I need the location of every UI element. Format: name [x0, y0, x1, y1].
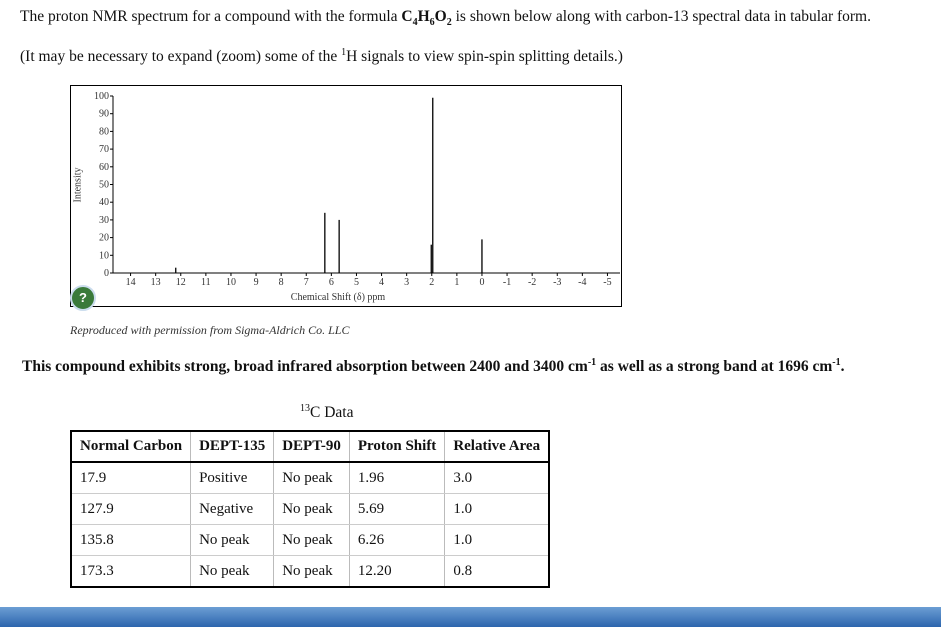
text: 6	[429, 17, 435, 29]
header-cell: DEPT-90	[273, 431, 350, 463]
table-cell: 1.0	[444, 493, 550, 525]
table-cell: 0.8	[444, 555, 550, 588]
table-cell: 1.0	[444, 524, 550, 556]
table-cell: No peak	[273, 524, 350, 556]
table-cell: 17.9	[71, 462, 192, 494]
text: 2	[446, 17, 452, 29]
table-cell: 12.20	[349, 555, 446, 588]
y-tick-label: 80	[99, 126, 109, 137]
table-cell: Negative	[190, 493, 275, 525]
text: -1	[587, 357, 597, 368]
text: H	[417, 8, 430, 25]
c13-table: Normal Carbon DEPT-135 DEPT-90 Proton Shift…	[70, 430, 551, 588]
x-tick-label: 8	[279, 277, 284, 288]
intro: The proton NMR spectrum for a compound w…	[20, 8, 871, 28]
y-tick-label: 60	[99, 162, 109, 173]
x-tick-label: 10	[226, 277, 236, 288]
x-tick-label: 11	[201, 277, 211, 288]
y-tick-label: 10	[99, 250, 109, 261]
header-cell: Normal Carbon	[71, 431, 192, 463]
y-tick-label: 70	[99, 144, 109, 155]
table-caption: 13C Data	[300, 403, 353, 422]
table-row: 17.9 Positive No peak 1.96 3.0	[71, 462, 550, 494]
text: 13	[300, 403, 310, 414]
credit: Reproduced with permission from Sigma-Al…	[70, 323, 350, 337]
table-cell: No peak	[273, 493, 350, 525]
text: 4	[412, 17, 418, 29]
x-tick-label: 13	[151, 277, 161, 288]
x-tick-label: 3	[404, 277, 409, 288]
table-cell: No peak	[273, 462, 350, 494]
text: O	[434, 8, 447, 25]
x-tick-label: 2	[429, 277, 434, 288]
text: C	[401, 8, 413, 25]
x-tick-label: -2	[528, 277, 536, 288]
table-cell: Positive	[190, 462, 275, 494]
table-row: 173.3 No peak No peak 12.20 0.8	[71, 555, 550, 588]
x-tick-label: 14	[126, 277, 136, 288]
spectrum-chart: Intensity Chemical Shift (δ) ppm 0102030…	[70, 85, 622, 307]
table-cell: 3.0	[444, 462, 550, 494]
text: .	[840, 358, 845, 376]
header-cell: Proton Shift	[349, 431, 446, 463]
y-tick-label: 30	[99, 215, 109, 226]
table-row: 127.9 Negative No peak 5.69 1.0	[71, 493, 550, 525]
x-tick-label: 1	[454, 277, 459, 288]
chart-frame	[70, 85, 622, 307]
table-cell: 135.8	[71, 524, 192, 556]
x-tick-label: -3	[553, 277, 561, 288]
x-tick-label: -1	[503, 277, 511, 288]
note: (It may be necessary to expand (zoom) so…	[20, 47, 623, 66]
x-tick-label: 0	[479, 277, 484, 288]
header-cell: DEPT-135	[190, 431, 275, 463]
y-tick-label: 100	[94, 91, 109, 102]
table-cell: No peak	[273, 555, 350, 588]
x-tick-label: 6	[329, 277, 334, 288]
x-axis-label: Chemical Shift (δ) ppm	[291, 292, 386, 303]
x-tick-label: 7	[304, 277, 309, 288]
table-body: 17.9 Positive No peak 1.96 3.0 127.9 Negative N…	[71, 462, 550, 588]
x-tick-label: -4	[578, 277, 586, 288]
text: This compound exhibits strong, broad inf…	[22, 358, 588, 376]
formula: C4H6O2	[401, 8, 452, 29]
header-row: Normal Carbon DEPT-135 DEPT-90 Proton Shift…	[71, 431, 550, 463]
y-tick-label: 50	[99, 180, 109, 191]
text: -1	[832, 357, 841, 368]
x-tick-label: 12	[176, 277, 186, 288]
y-tick-label: 40	[99, 197, 109, 208]
ir-text: This compound exhibits strong, broad inf…	[22, 357, 845, 376]
text: is shown below along with carbon-13 spec…	[451, 8, 871, 25]
y-axis-label: Intensity	[72, 168, 83, 203]
table-cell: 5.69	[349, 493, 446, 525]
table-cell: 173.3	[71, 555, 192, 588]
table-cell: 127.9	[71, 493, 192, 525]
taskbar	[0, 607, 941, 627]
text: 1	[341, 47, 347, 58]
x-tick-label: 5	[354, 277, 359, 288]
text: H signals to view spin-spin splitting de…	[346, 48, 623, 66]
x-tick-label: 9	[254, 277, 259, 288]
x-tick-label: 4	[379, 277, 384, 288]
table-cell: 6.26	[349, 524, 446, 556]
header-cell: Relative Area	[444, 431, 550, 463]
table-cell: No peak	[190, 524, 275, 556]
text: as well as a strong band at 1696 cm	[596, 358, 833, 376]
text: (It may be necessary to expand (zoom) so…	[20, 48, 342, 66]
x-tick-label: -5	[603, 277, 611, 288]
y-tick-label: 20	[99, 233, 109, 244]
text: C Data	[310, 404, 354, 422]
text: The proton NMR spectrum for a compound w…	[20, 8, 402, 25]
table-cell: No peak	[190, 555, 275, 588]
table-row: 135.8 No peak No peak 6.26 1.0	[71, 524, 550, 556]
table-cell: 1.96	[349, 462, 446, 494]
y-tick-label: 90	[99, 109, 109, 120]
y-tick-label: 0	[104, 268, 109, 279]
help-button[interactable]: ?	[70, 285, 96, 311]
